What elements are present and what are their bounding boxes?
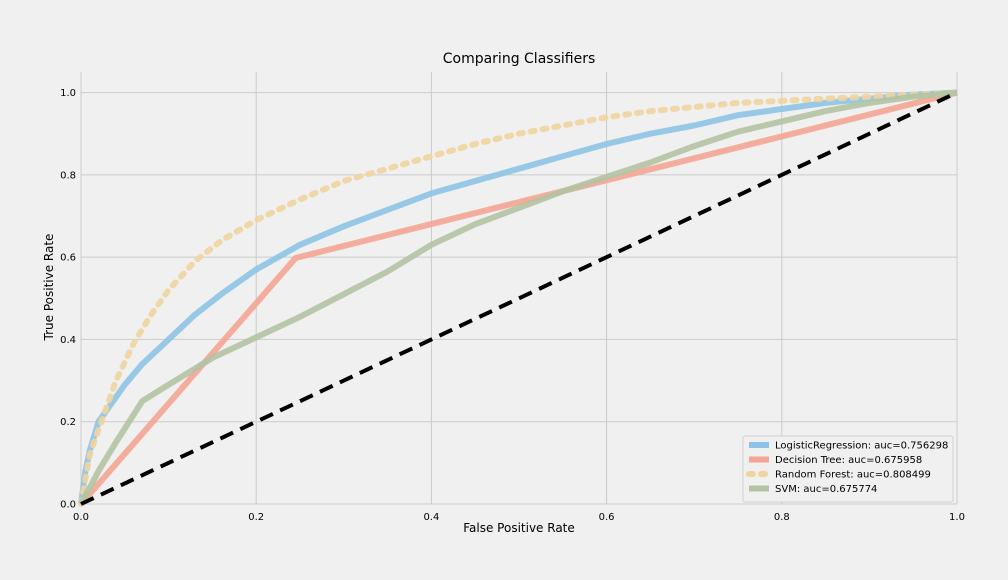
x-tick-label: 0.4	[423, 512, 439, 523]
series-line-4	[80, 90, 958, 506]
chart-title: Comparing Classifiers	[443, 51, 596, 67]
legend: LogisticRegression: auc=0.756298 Decision…	[742, 435, 954, 503]
y-tick-label: 0.4	[60, 335, 76, 346]
series-line-2	[78, 89, 960, 507]
y-tick-label: 0.6	[60, 253, 76, 264]
legend-label: Decision Tree: auc=0.675958	[775, 455, 922, 466]
y-axis-label: True Positive Rate	[42, 234, 56, 342]
x-tick-label: 0.8	[774, 512, 790, 523]
x-tick-label: 0.0	[73, 512, 89, 523]
series-line-1	[78, 89, 958, 506]
legend-label: SVM: auc=0.675774	[775, 484, 877, 495]
series-layer	[78, 89, 960, 507]
x-tick-label: 1.0	[949, 512, 965, 523]
series-line-3	[78, 89, 958, 506]
y-tick-label: 0.8	[60, 170, 76, 181]
legend-box	[742, 435, 954, 503]
grid-lines	[80, 72, 958, 505]
y-tick-label: 0.2	[60, 417, 76, 428]
y-tick-label: 1.0	[60, 88, 76, 99]
x-axis-ticks: 0.0 0.2 0.4 0.6 0.8 1.0	[73, 512, 965, 523]
legend-label: Random Forest: auc=0.808499	[775, 470, 931, 481]
x-axis-label: False Positive Rate	[463, 521, 575, 535]
series-line-0	[78, 89, 958, 505]
x-tick-label: 0.6	[599, 512, 615, 523]
legend-label: LogisticRegression: auc=0.756298	[775, 441, 948, 452]
x-tick-label: 0.2	[248, 512, 264, 523]
y-tick-label: 0.0	[60, 500, 76, 511]
y-axis-ticks: 0.0 0.2 0.4 0.6 0.8 1.0	[60, 88, 76, 510]
